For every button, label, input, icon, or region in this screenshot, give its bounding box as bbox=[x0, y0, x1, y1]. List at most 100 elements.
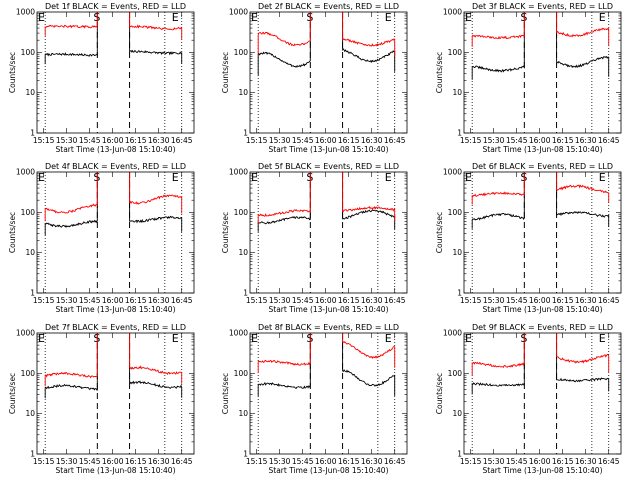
y-tick-label: 1 bbox=[30, 289, 35, 298]
series-line-events bbox=[556, 12, 610, 77]
x-tick-label: 15:30 bbox=[269, 457, 291, 466]
series-line-lld bbox=[556, 172, 610, 203]
y-tick-label: 10 bbox=[452, 88, 462, 97]
plot-frame bbox=[463, 11, 622, 134]
marker-label-start: E bbox=[251, 171, 258, 184]
x-tick-label: 16:15 bbox=[338, 457, 360, 466]
x-tick-label: 16:45 bbox=[171, 136, 193, 145]
series-line-lld bbox=[257, 12, 311, 55]
series-line-lld bbox=[342, 172, 396, 222]
y-axis-label: Counts/sec bbox=[8, 212, 17, 253]
x-tick-label: 15:45 bbox=[506, 136, 528, 145]
x-tick-label: 15:30 bbox=[269, 136, 291, 145]
marker-label-saa: S bbox=[93, 11, 100, 24]
x-tick-label: 16:00 bbox=[315, 136, 337, 145]
plot-frame bbox=[36, 171, 195, 294]
panel-title: Det 5f BLACK = Events, RED = LLD bbox=[258, 162, 399, 171]
y-axis-label: Counts/sec bbox=[435, 212, 444, 253]
y-tick-label: 100 bbox=[21, 208, 36, 217]
marker-label-saa: S bbox=[520, 11, 527, 24]
series-line-lld bbox=[342, 333, 396, 368]
y-tick-label: 1000 bbox=[443, 168, 462, 177]
marker-label-start: E bbox=[465, 11, 472, 24]
series-line-events bbox=[342, 333, 396, 396]
y-tick-label: 1000 bbox=[229, 168, 248, 177]
series-line-lld bbox=[257, 333, 311, 373]
panel-title: Det 8f BLACK = Events, RED = LLD bbox=[258, 323, 399, 332]
marker-label-start: E bbox=[38, 11, 45, 24]
y-tick-label: 100 bbox=[21, 369, 36, 378]
x-tick-label: 15:45 bbox=[79, 457, 101, 466]
x-tick-label: 16:30 bbox=[148, 457, 170, 466]
x-tick-label: 15:45 bbox=[292, 457, 314, 466]
x-tick-label: 16:00 bbox=[529, 136, 551, 145]
x-tick-label: 16:45 bbox=[598, 457, 620, 466]
series-line-events bbox=[129, 172, 183, 232]
series-line-events bbox=[257, 12, 311, 76]
x-tick-label: 16:45 bbox=[384, 457, 406, 466]
x-axis-label: Start Time (13-Jun-08 15:10:40) bbox=[483, 145, 603, 154]
series-line-events bbox=[556, 333, 610, 392]
x-tick-label: 16:15 bbox=[125, 457, 147, 466]
x-tick-label: 16:45 bbox=[171, 457, 193, 466]
y-tick-label: 100 bbox=[448, 369, 463, 378]
x-tick-label: 16:30 bbox=[575, 136, 597, 145]
marker-label-end: E bbox=[172, 332, 179, 345]
panel-title: Det 4f BLACK = Events, RED = LLD bbox=[45, 162, 186, 171]
y-tick-label: 1000 bbox=[229, 8, 248, 17]
x-tick-label: 16:45 bbox=[598, 296, 620, 305]
plot-frame bbox=[463, 171, 622, 294]
series-line-events bbox=[471, 12, 525, 80]
y-tick-label: 100 bbox=[234, 208, 249, 217]
panel-title: Det 1f BLACK = Events, RED = LLD bbox=[45, 2, 186, 11]
plot-frame bbox=[36, 332, 195, 455]
y-tick-label: 10 bbox=[25, 248, 35, 257]
y-tick-label: 1 bbox=[457, 289, 462, 298]
x-tick-label: 16:30 bbox=[361, 136, 383, 145]
marker-label-end: E bbox=[172, 171, 179, 184]
x-tick-label: 15:45 bbox=[79, 296, 101, 305]
x-axis-label: Start Time (13-Jun-08 15:10:40) bbox=[269, 145, 389, 154]
marker-label-start: E bbox=[251, 332, 258, 345]
y-axis-label: Counts/sec bbox=[221, 52, 230, 93]
series-line-lld bbox=[129, 333, 183, 384]
series-line-lld bbox=[471, 12, 525, 47]
series-line-lld bbox=[129, 172, 183, 214]
y-tick-label: 100 bbox=[21, 48, 36, 57]
x-axis-label: Start Time (13-Jun-08 15:10:40) bbox=[269, 466, 389, 475]
detector-panel-3: Det 3f BLACK = Events, RED = LLD 1 10 100 10… bbox=[435, 2, 622, 154]
x-tick-label: 16:45 bbox=[384, 296, 406, 305]
y-tick-label: 1 bbox=[457, 129, 462, 138]
plot-frame bbox=[249, 11, 408, 134]
series-line-lld bbox=[129, 12, 183, 40]
series-line-lld bbox=[556, 12, 610, 47]
x-tick-label: 15:15 bbox=[33, 136, 55, 145]
marker-label-saa: S bbox=[93, 171, 100, 184]
panel-title: Det 9f BLACK = Events, RED = LLD bbox=[472, 323, 613, 332]
series-line-events bbox=[342, 172, 396, 230]
marker-label-saa: S bbox=[520, 332, 527, 345]
series-line-lld bbox=[471, 172, 525, 205]
y-tick-label: 10 bbox=[25, 409, 35, 418]
panel-title: Det 7f BLACK = Events, RED = LLD bbox=[45, 323, 186, 332]
plot-frame bbox=[36, 11, 195, 134]
y-tick-label: 1000 bbox=[443, 329, 462, 338]
x-tick-label: 16:15 bbox=[338, 136, 360, 145]
y-tick-label: 1 bbox=[243, 129, 248, 138]
x-axis-label: Start Time (13-Jun-08 15:10:40) bbox=[56, 305, 176, 314]
x-tick-label: 16:00 bbox=[315, 296, 337, 305]
x-tick-label: 15:45 bbox=[506, 457, 528, 466]
x-tick-label: 15:15 bbox=[246, 136, 268, 145]
y-axis-label: Counts/sec bbox=[221, 373, 230, 414]
y-axis-label: Counts/sec bbox=[435, 373, 444, 414]
detector-panel-2: Det 2f BLACK = Events, RED = LLD 1 10 100 10… bbox=[221, 2, 408, 154]
x-tick-label: 15:45 bbox=[292, 136, 314, 145]
y-tick-label: 10 bbox=[452, 409, 462, 418]
y-tick-label: 100 bbox=[234, 369, 249, 378]
marker-label-saa: S bbox=[93, 332, 100, 345]
marker-label-start: E bbox=[38, 171, 45, 184]
x-tick-label: 15:15 bbox=[460, 457, 482, 466]
series-line-events bbox=[44, 333, 98, 399]
